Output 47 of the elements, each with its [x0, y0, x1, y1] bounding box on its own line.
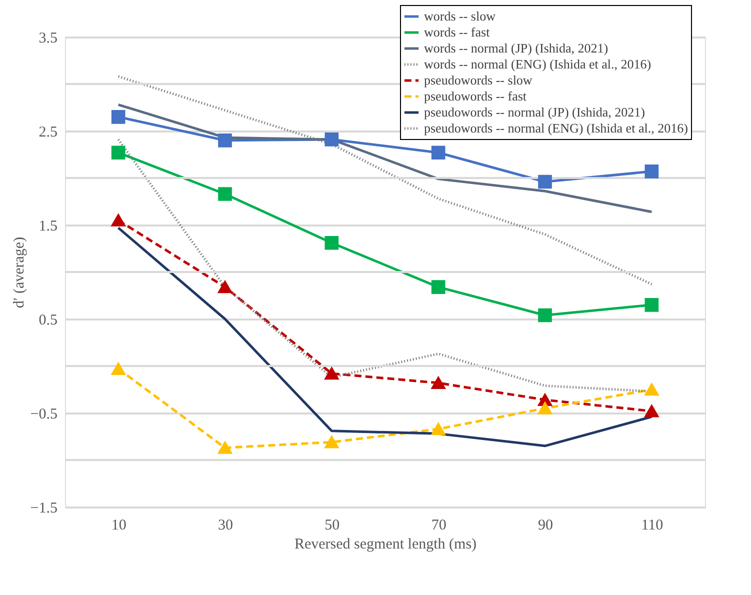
y-tick-label: 3.5	[38, 30, 58, 46]
y-axis-title: d′ (average)	[11, 236, 28, 308]
x-axis-title: Reversed segment length (ms)	[294, 536, 477, 552]
point	[324, 367, 339, 380]
point	[218, 442, 232, 454]
x-tick-label: 90	[538, 518, 553, 534]
point	[111, 110, 126, 124]
point	[644, 404, 659, 418]
point	[431, 422, 446, 436]
legend-label: words -- slow	[424, 8, 496, 24]
line-series	[117, 103, 653, 214]
point	[111, 146, 126, 160]
point	[218, 187, 232, 201]
legend-label: pseudowords -- slow	[424, 72, 533, 88]
point	[111, 214, 126, 226]
legend-label: words -- fast	[424, 24, 490, 40]
line-series	[117, 75, 653, 286]
point	[431, 280, 446, 294]
legend-label: words -- normal (ENG) (Ishida et al., 2016)	[424, 56, 652, 72]
x-tick-label: 10	[111, 518, 126, 534]
x-tick-label: 70	[431, 518, 446, 534]
point	[324, 236, 339, 250]
y-tick-label: 0.5	[38, 312, 58, 328]
legend-label: pseudowords -- normal (JP) (Ishida, 2021)	[424, 104, 645, 120]
legend-label: pseudowords -- fast	[424, 88, 527, 104]
y-tick-label: 1.5	[38, 218, 58, 234]
point	[644, 164, 659, 178]
legend-label: pseudowords -- normal (ENG) (Ishida et al., 2016)	[424, 120, 688, 136]
point	[324, 436, 339, 448]
y-tick-label: 2.5	[38, 124, 58, 140]
point	[538, 308, 552, 322]
point	[538, 174, 552, 189]
legend-label: words -- normal (JP) (Ishida, 2021)	[424, 40, 608, 56]
point	[644, 298, 659, 312]
x-tick-label: 50	[324, 518, 340, 534]
point	[111, 362, 126, 375]
x-tick-label: 30	[218, 518, 233, 534]
point	[431, 376, 446, 390]
point	[538, 402, 552, 414]
y-tick-label: −1.5	[30, 500, 58, 516]
point	[431, 146, 446, 160]
x-tick-label: 110	[641, 518, 664, 534]
point	[218, 280, 232, 294]
point	[644, 383, 659, 396]
y-tick-label: −0.5	[30, 406, 58, 422]
point	[324, 132, 339, 146]
point	[218, 133, 232, 148]
